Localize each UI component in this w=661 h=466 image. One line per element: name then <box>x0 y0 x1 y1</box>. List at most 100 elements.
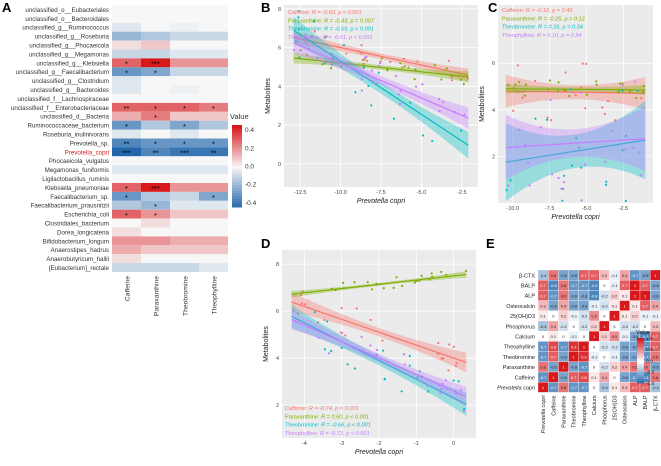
regression-line-paraxanthine <box>291 273 467 295</box>
heatmap-a-sig: * <box>154 211 157 220</box>
heatmap-a-cell <box>199 31 228 41</box>
data-point-caffeine <box>344 334 347 337</box>
data-point-paraxanthine <box>462 82 465 86</box>
heatmap-a-row-label: Faecalibacterium_sp. <box>50 194 109 201</box>
heatmap-a-cell <box>141 236 170 246</box>
heatmap-a-cell <box>170 147 199 157</box>
heatmap-e-value: -0.7 <box>550 385 557 390</box>
heatmap-e-value: -0.1 <box>570 334 577 339</box>
heatmap-a-cell <box>141 40 170 50</box>
data-point-theophylline <box>292 309 295 312</box>
stat-label-paraxanthine: Paraxanthine: R = 0.60, p < 0.001 <box>285 414 369 420</box>
x-tick-label: -7.5 <box>376 190 385 196</box>
data-point-theobromine <box>408 364 411 367</box>
data-point-theobromine <box>529 207 531 209</box>
heatmap-e-col-label: Caffeine <box>551 395 557 415</box>
heatmap-e-value: -0.1 <box>611 283 618 288</box>
heatmap-e-value: 0.3 <box>602 273 607 278</box>
heatmap-e-value: 0.7 <box>642 283 647 288</box>
heatmap-a-legend-swatch <box>232 182 242 186</box>
data-point-theophylline <box>369 344 372 347</box>
heatmap-a-cell <box>170 209 199 219</box>
heatmap-a-legend-swatch <box>232 152 242 156</box>
data-point-caffeine <box>340 307 343 310</box>
heatmap-e-value: 0.7 <box>540 293 545 298</box>
heatmap-a-cell <box>170 174 199 183</box>
data-point-caffeine <box>310 34 313 38</box>
data-point-caffeine <box>369 318 372 321</box>
heatmap-e-value: 0.6 <box>540 365 545 370</box>
data-point-caffeine <box>360 52 363 55</box>
data-point-caffeine <box>466 77 469 80</box>
heatmap-a-legend-swatch <box>232 198 242 203</box>
data-point-theobromine <box>323 36 327 39</box>
x-axis-label: Prevotella copri <box>551 214 600 221</box>
heatmap-a-row-label: Faecalibacterium_prausnitzii <box>31 203 109 210</box>
heatmap-a-cell <box>170 183 199 192</box>
data-point-caffeine <box>518 90 522 93</box>
heatmap-a-cell <box>141 94 170 103</box>
heatmap-e-value: 1 <box>583 344 585 349</box>
heatmap-a-cell <box>112 209 141 219</box>
heatmap-e-value: -0.7 <box>570 385 577 390</box>
stat-series-name: Theobromine: <box>285 423 321 429</box>
stat-label-theobromine: Theobromine: R = -0.66, p < 0.001 <box>285 423 371 429</box>
panel-label-a: A <box>2 0 12 15</box>
heatmap-e-value: 1 <box>542 385 544 390</box>
heatmap-e-value: 0.5 <box>612 334 617 339</box>
heatmap-a-legend-swatch <box>232 125 242 129</box>
data-point-paraxanthine <box>334 288 337 292</box>
data-point-theobromine <box>418 370 421 373</box>
heatmap-e-value: -0.6 <box>550 365 557 370</box>
heatmap-e-value: -0.2 <box>601 365 608 370</box>
data-point-caffeine <box>361 58 364 62</box>
data-point-caffeine <box>522 90 525 93</box>
data-point-paraxanthine <box>331 56 334 60</box>
heatmap-e-value: 0 <box>542 334 545 339</box>
data-point-theobromine <box>342 43 346 47</box>
heatmap-a-cell <box>199 183 228 192</box>
heatmap-e-legend-swatch <box>637 369 644 373</box>
data-point-theophylline <box>426 384 429 387</box>
heatmap-e-value: -0.7 <box>560 344 567 349</box>
heatmap-e-value: 0.2 <box>561 314 566 319</box>
heatmap-a-row-label: Megamonas_funiformis <box>45 167 109 174</box>
heatmap-a-cell <box>112 102 141 112</box>
heatmap-e-value: -0.2 <box>581 324 588 329</box>
heatmap-a-cell <box>199 174 228 183</box>
regression-line-theophylline <box>505 138 646 149</box>
heatmap-e-value: -0.2 <box>632 324 639 329</box>
heatmap-e-value: 0.3 <box>622 385 627 390</box>
heatmap-a-row-label: Ruminococcaceae_bacterium <box>27 123 109 130</box>
heatmap-e-value: 1 <box>644 293 646 298</box>
heatmap-a-cell <box>199 129 228 139</box>
heatmap-a-sig: * <box>154 113 157 122</box>
heatmap-a-cell <box>170 156 199 166</box>
data-point-theobromine <box>416 376 419 379</box>
data-point-paraxanthine <box>445 273 448 277</box>
heatmap-e-value: 0.7 <box>591 273 596 278</box>
data-point-caffeine <box>574 93 577 97</box>
heatmap-a-cell <box>141 58 170 68</box>
data-point-theophylline <box>441 382 444 386</box>
heatmap-e-value: 1 <box>603 324 605 329</box>
plot-area <box>291 269 468 416</box>
y-tick-label: 2 <box>276 403 279 409</box>
heatmap-a-cell <box>199 76 228 86</box>
heatmap-a-cell <box>170 191 199 201</box>
data-point-paraxanthine <box>299 49 302 52</box>
heatmap-a-cell <box>199 227 228 237</box>
heatmap-a-cell <box>170 49 199 59</box>
heatmap-a-cell <box>199 49 228 59</box>
data-point-theobromine <box>459 129 463 132</box>
data-point-theobromine <box>400 390 403 393</box>
data-point-caffeine <box>450 79 453 82</box>
heatmap-a-cell <box>141 200 170 210</box>
heatmap-a-legend-swatch <box>232 201 242 205</box>
heatmap-a-row-label: Escherichia_coli <box>64 212 109 219</box>
heatmap-e-value: 0.7 <box>540 283 545 288</box>
heatmap-a-cell <box>112 191 141 201</box>
data-point-caffeine <box>441 357 445 360</box>
heatmap-e-value: -0.6 <box>632 334 639 339</box>
y-tick-label: 4 <box>492 108 495 114</box>
